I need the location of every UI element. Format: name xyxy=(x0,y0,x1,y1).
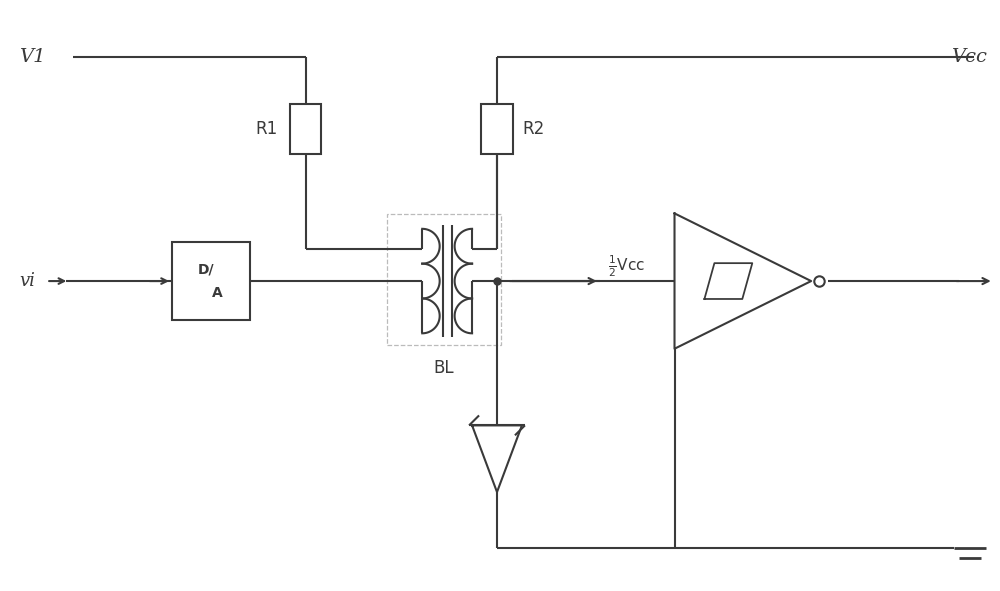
Text: A: A xyxy=(212,286,223,300)
Text: R1: R1 xyxy=(255,120,278,138)
Bar xyxy=(387,214,501,345)
Text: $\mathregular{\frac{1}{2}}$Vcc: $\mathregular{\frac{1}{2}}$Vcc xyxy=(608,254,645,279)
Text: R2: R2 xyxy=(522,120,544,138)
Bar xyxy=(172,242,250,320)
Bar xyxy=(481,104,513,154)
Text: D/: D/ xyxy=(198,262,214,276)
Bar xyxy=(290,104,321,154)
Text: BL: BL xyxy=(434,359,454,377)
Text: V1: V1 xyxy=(19,48,46,66)
Text: Vcc: Vcc xyxy=(951,48,987,66)
Text: vi: vi xyxy=(19,272,35,290)
